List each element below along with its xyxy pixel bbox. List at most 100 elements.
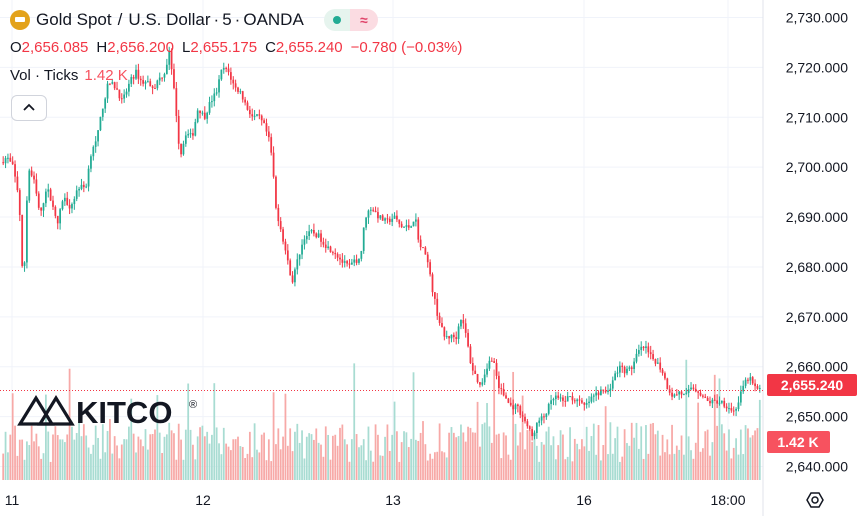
candle-body — [754, 383, 756, 387]
volume-bar — [322, 456, 325, 480]
candle-body — [144, 81, 147, 84]
volume-bar — [201, 425, 204, 480]
candle-body — [569, 396, 571, 398]
collapse-legend-button[interactable] — [11, 95, 47, 121]
candle-body — [495, 362, 498, 376]
candle-body — [739, 391, 742, 403]
volume-bar — [230, 450, 232, 480]
volume-bar — [234, 439, 237, 480]
chevron-up-icon — [23, 103, 35, 111]
volume-bar — [137, 436, 140, 480]
candle-body — [40, 207, 43, 211]
candle-body — [566, 396, 569, 402]
candle-body — [315, 233, 318, 238]
volume-readout[interactable]: Vol · Ticks 1.42 K — [10, 67, 128, 84]
x-tick-label: 16 — [576, 492, 592, 508]
candle-body — [673, 394, 676, 397]
kitco-wordmark: KITCO — [76, 395, 172, 430]
candle-body — [14, 164, 16, 177]
settings-button[interactable] — [805, 490, 825, 515]
candle-body — [327, 246, 330, 248]
candle-body — [737, 402, 740, 409]
volume-bar — [144, 429, 147, 480]
candle-body — [583, 402, 586, 405]
candle-body — [388, 218, 391, 222]
symbol-header[interactable]: Gold Spot / U.S. Dollar · 5 · OANDA ≈ — [10, 8, 378, 32]
status-pill[interactable]: ≈ — [323, 9, 378, 31]
candle-body — [189, 133, 192, 135]
candle-body — [445, 336, 448, 338]
x-tick-label: 13 — [385, 492, 401, 508]
candle-body — [137, 69, 140, 79]
candle-body — [538, 420, 541, 423]
candle-body — [305, 236, 308, 240]
candle-body — [362, 227, 365, 251]
volume-bar — [253, 423, 256, 480]
volume-bar — [756, 428, 759, 480]
volume-bar — [545, 431, 548, 480]
volume-bar — [275, 444, 277, 480]
volume-bar — [516, 445, 519, 480]
volume-bar — [37, 446, 40, 480]
low-key: L — [181, 39, 191, 56]
candle-body — [379, 215, 382, 219]
candle-body — [146, 81, 149, 83]
volume-bar — [635, 422, 638, 480]
candle-body — [158, 77, 161, 81]
candle-body — [61, 201, 64, 210]
candle-body — [301, 244, 303, 255]
volume-bar — [433, 452, 436, 480]
candle-body — [125, 91, 128, 95]
candle-body — [350, 262, 353, 265]
time-axis[interactable]: 11 12 13 16 18:00 — [5, 492, 746, 508]
candle-body — [455, 337, 458, 339]
volume-bar — [225, 443, 228, 480]
candle-body — [502, 389, 505, 396]
candle-body — [433, 292, 436, 299]
candle-body — [104, 98, 107, 109]
candle-body — [211, 101, 213, 103]
volume-bar — [415, 439, 417, 480]
candle-body — [222, 67, 225, 70]
volume-bar — [52, 434, 54, 480]
candle-body — [106, 83, 109, 99]
volume-bar — [524, 449, 526, 480]
source-label: OANDA — [243, 10, 304, 29]
price-axis[interactable]: 2,730.000 2,720.000 2,710.000 2,700.000 2,69… — [786, 9, 848, 474]
volume-bar — [44, 394, 47, 480]
candle-body — [161, 77, 163, 79]
volume-bar — [258, 452, 261, 480]
volume-bar — [104, 452, 107, 480]
y-tick-label: 2,680.000 — [786, 259, 848, 275]
candle-body — [507, 398, 510, 403]
volume-bar — [320, 444, 322, 480]
volume-bar — [248, 431, 251, 480]
candle-body — [310, 229, 313, 232]
volume-bar — [26, 441, 28, 480]
volume-bar — [187, 383, 190, 480]
volume-bar — [49, 461, 52, 480]
candle-body — [208, 102, 211, 113]
volume-bar — [562, 434, 564, 480]
candle-body — [317, 233, 320, 238]
candle-body — [118, 89, 121, 99]
candle-body — [82, 184, 85, 188]
candle-body — [163, 74, 166, 78]
volume-bar — [61, 439, 64, 480]
candle-body — [645, 346, 647, 348]
candle-body — [128, 83, 130, 92]
volume-bar — [289, 428, 292, 480]
interval-label[interactable]: 5 — [222, 10, 232, 29]
candle-body — [476, 374, 479, 383]
candle-body — [616, 372, 619, 374]
candle-body — [35, 179, 38, 194]
volume-bar — [581, 439, 583, 480]
volume-bar — [56, 435, 59, 480]
volume-bar — [547, 426, 550, 480]
volume-bar — [685, 359, 688, 480]
volume-bar — [573, 438, 576, 480]
candle-body — [54, 206, 57, 216]
ohlc-readout: O2,656.085 H2,656.200 L2,655.175 C2,655.240… — [10, 39, 470, 56]
volume-bar — [559, 430, 562, 480]
